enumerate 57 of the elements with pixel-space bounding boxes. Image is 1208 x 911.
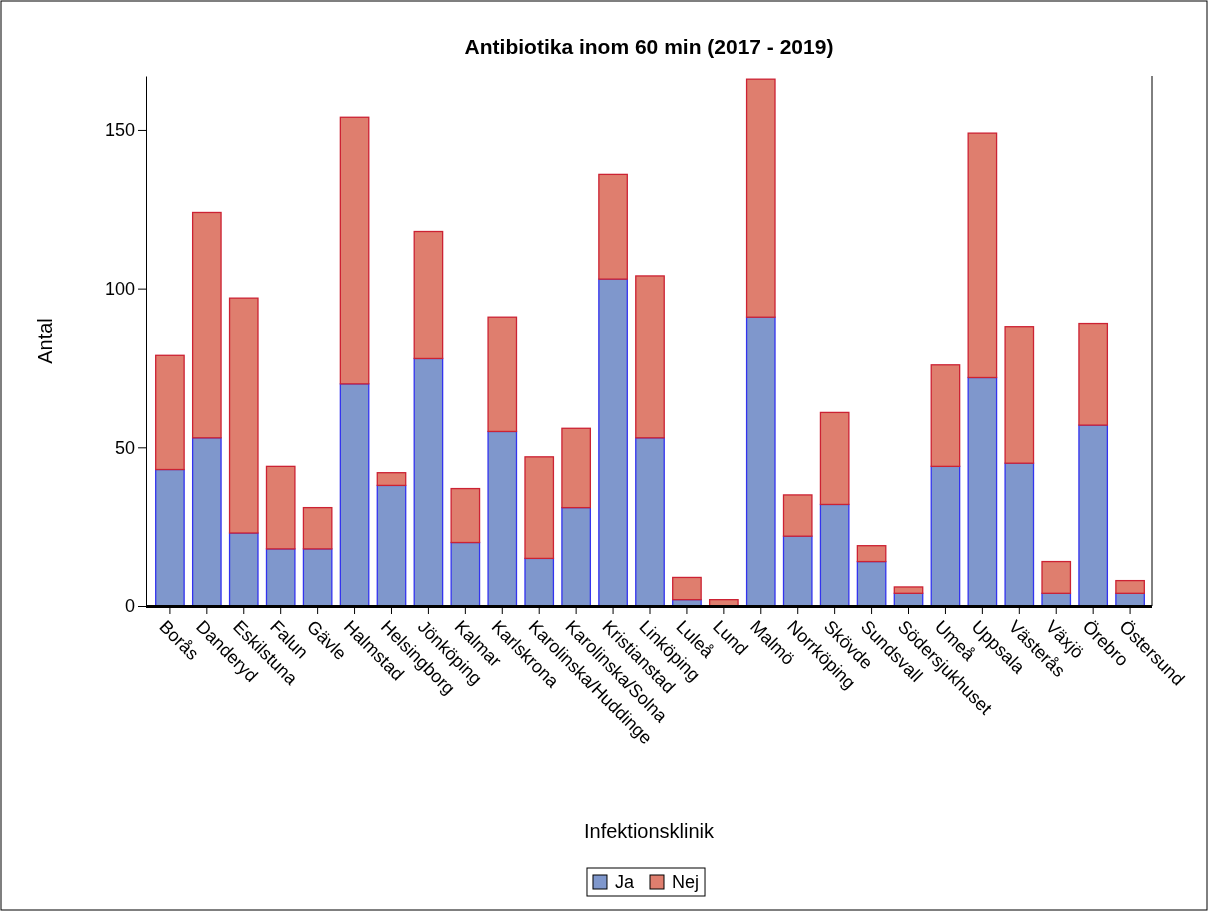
bar bbox=[1041, 560, 1072, 594]
bar bbox=[302, 506, 333, 550]
bar bbox=[487, 430, 518, 607]
bar bbox=[413, 357, 444, 607]
y-tick-label: 150 bbox=[104, 120, 135, 141]
bar bbox=[265, 548, 296, 607]
bar bbox=[893, 586, 924, 594]
bar bbox=[524, 456, 555, 560]
bar bbox=[819, 503, 850, 607]
bar bbox=[561, 506, 592, 607]
legend-label: Nej bbox=[672, 872, 700, 892]
bar bbox=[302, 548, 333, 607]
bar bbox=[1078, 424, 1109, 607]
legend-label: Ja bbox=[614, 872, 635, 892]
bar bbox=[930, 465, 961, 607]
bar bbox=[376, 472, 407, 487]
bar bbox=[1078, 322, 1109, 426]
y-tick-label: 50 bbox=[114, 437, 135, 458]
bar bbox=[967, 132, 998, 379]
bar bbox=[635, 275, 665, 439]
x-axis-title: Infektionsklinik bbox=[583, 820, 716, 842]
bar bbox=[598, 173, 628, 280]
bar bbox=[413, 230, 444, 360]
bar bbox=[450, 541, 481, 607]
bar bbox=[524, 557, 555, 607]
bar bbox=[450, 487, 481, 544]
bar bbox=[191, 211, 222, 439]
bar bbox=[561, 427, 592, 509]
chart-title: Antibiotika inom 60 min (2017 - 2019) bbox=[464, 35, 834, 58]
bar bbox=[856, 545, 887, 563]
bar bbox=[1115, 579, 1145, 594]
bar bbox=[228, 532, 259, 607]
y-tick-label: 100 bbox=[104, 278, 135, 299]
bar bbox=[155, 354, 185, 471]
bar bbox=[745, 316, 776, 607]
bar bbox=[782, 535, 813, 607]
bar bbox=[155, 468, 185, 607]
bar bbox=[1004, 326, 1035, 464]
bar bbox=[339, 116, 370, 385]
bar bbox=[598, 278, 628, 607]
bar bbox=[635, 437, 665, 607]
bar bbox=[228, 297, 259, 534]
bar bbox=[967, 376, 998, 607]
bar bbox=[672, 576, 702, 601]
y-tick-label: 0 bbox=[124, 596, 135, 617]
bar bbox=[819, 411, 850, 506]
bar bbox=[487, 316, 518, 433]
bar bbox=[745, 78, 776, 318]
bar bbox=[265, 465, 296, 550]
bar bbox=[930, 364, 961, 468]
bar bbox=[1004, 462, 1035, 607]
bar bbox=[191, 437, 222, 607]
bar bbox=[339, 383, 370, 607]
bar bbox=[856, 560, 887, 607]
bar bbox=[782, 494, 813, 537]
bar bbox=[376, 484, 407, 607]
y-axis-title: Antal bbox=[34, 318, 56, 364]
